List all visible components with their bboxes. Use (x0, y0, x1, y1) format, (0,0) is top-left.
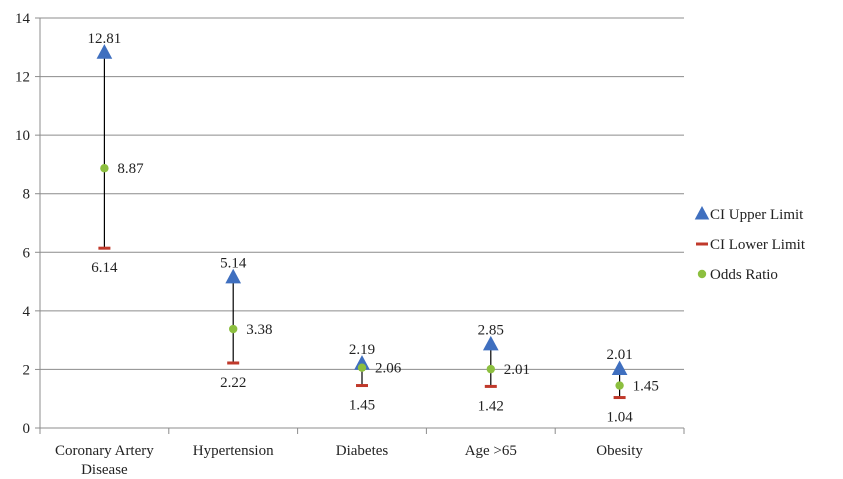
y-tick-label: 8 (23, 187, 31, 203)
odds-ratio-marker (357, 363, 367, 372)
x-tick-label: Coronary Artery (55, 443, 154, 459)
odds-ratio-label: 1.45 (633, 379, 659, 395)
odds-ratio-marker (486, 364, 495, 374)
x-tick-label: Hypertension (193, 443, 274, 459)
ci-upper-marker (225, 268, 242, 284)
legend-label: Odds Ratio (710, 267, 778, 283)
legend: CI Upper Limit CI Lower Limit Odds Ratio (694, 205, 806, 283)
ci-upper-label: 2.01 (606, 347, 632, 363)
ci-lower-label: 1.04 (606, 410, 633, 426)
odds-ratio-label: 2.01 (504, 362, 530, 378)
ci-upper-label: 5.14 (220, 255, 247, 271)
y-tick-label: 0 (23, 421, 31, 437)
legend-label: CI Lower Limit (710, 237, 806, 253)
ci-lower-label: 2.22 (220, 375, 246, 391)
y-tick-label: 10 (15, 128, 30, 144)
ci-lower-marker (613, 396, 626, 400)
odds-ratio-label: 8.87 (117, 161, 144, 177)
ci-upper-label: 2.19 (349, 342, 375, 358)
y-tick-label: 14 (15, 11, 31, 27)
ci-lower-label: 1.45 (349, 398, 375, 414)
ci-upper-marker (482, 335, 499, 351)
y-tick-label: 12 (15, 70, 30, 86)
odds-ratio-marker (229, 324, 238, 334)
axes: 0 2 4 6 8 10 12 14 Coronary Artery Disease Hyperte… (15, 11, 685, 478)
ci-lower-marker (227, 361, 240, 365)
data-labels: 12.81 6.14 8.87 5.14 2.22 3.38 2.19 1.45 2.06 2.8… (88, 31, 659, 426)
x-tick-label: Age >65 (465, 443, 517, 459)
odds-ratio-marker (100, 164, 109, 173)
y-tick-label: 6 (23, 245, 31, 261)
x-tick-label: Diabetes (336, 443, 389, 459)
odds-ratio-label: 3.38 (246, 322, 272, 338)
gridlines (40, 17, 684, 370)
x-tick-label: Obesity (596, 443, 643, 459)
ci-lower-marker (484, 384, 497, 388)
odds-ratio-label: 2.06 (375, 361, 402, 377)
ci-upper-label: 2.85 (478, 323, 504, 339)
legend-label: CI Upper Limit (710, 207, 804, 223)
ci-lower-marker (356, 384, 368, 388)
ci-lower-label: 6.14 (91, 260, 118, 276)
ci-lower-label: 1.42 (478, 398, 504, 414)
ci-lower-marker (98, 246, 111, 250)
x-tick-label: Disease (81, 462, 128, 478)
data-marks (96, 44, 628, 400)
y-tick-label: 4 (23, 304, 31, 320)
ci-upper-label: 12.81 (88, 31, 122, 47)
ci-upper-marker (96, 44, 113, 59)
legend-marker-ci-lower (696, 242, 708, 246)
legend-marker-ci-upper (694, 205, 710, 220)
y-tick-label: 2 (23, 362, 31, 378)
legend-marker-odds-ratio (697, 269, 707, 279)
ci-upper-marker (354, 355, 370, 370)
odds-ratio-marker (615, 381, 624, 390)
ci-upper-marker (611, 360, 628, 376)
